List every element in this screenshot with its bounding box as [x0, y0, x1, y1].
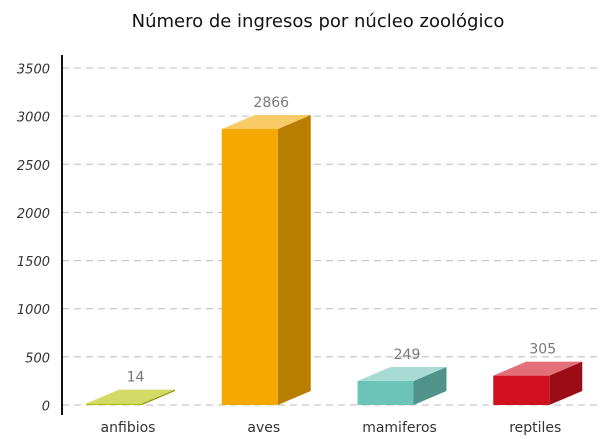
value-label: 2866: [253, 95, 289, 111]
chart-title: Número de ingresos por núcleo zoológico: [132, 11, 505, 32]
value-label: 14: [127, 370, 145, 386]
bar: [357, 381, 414, 405]
bar-top: [493, 361, 583, 376]
bar: [86, 403, 142, 405]
value-label: 249: [394, 347, 421, 363]
x-tick-label: aves: [247, 420, 280, 436]
y-tick-label: 1000: [17, 303, 50, 318]
y-tick-label: 0: [42, 400, 50, 415]
y-tick-label: 3000: [17, 111, 50, 126]
bar: [493, 375, 550, 405]
bar-top: [357, 367, 447, 382]
x-tick-label: reptiles: [509, 420, 561, 436]
bar-top: [221, 115, 311, 130]
y-tick-label: 1500: [17, 255, 50, 270]
y-tick-label: 3500: [17, 63, 50, 78]
bar-top: [86, 389, 175, 404]
bar-side: [413, 367, 447, 405]
bar-side: [277, 115, 311, 406]
value-label: 305: [529, 342, 556, 358]
bar-side: [142, 389, 175, 405]
y-tick-label: 2500: [17, 159, 50, 174]
x-tick-label: mamiferos: [362, 420, 437, 436]
bar-side: [549, 361, 583, 405]
bar: [221, 129, 278, 405]
x-tick-label: anfibios: [101, 420, 156, 436]
y-tick-label: 2000: [17, 207, 50, 222]
y-tick-label: 500: [25, 351, 50, 366]
